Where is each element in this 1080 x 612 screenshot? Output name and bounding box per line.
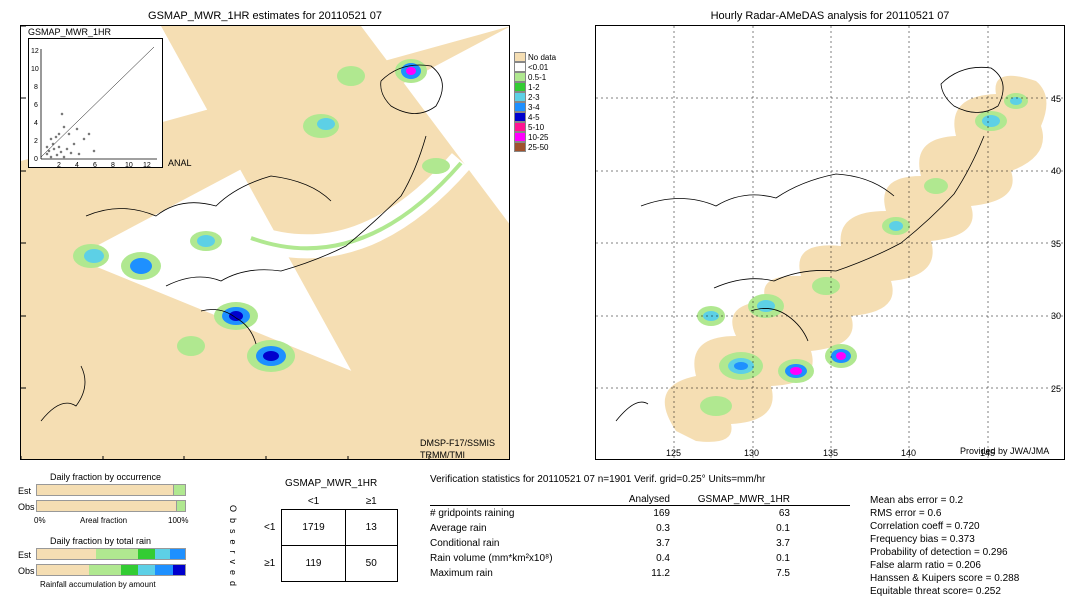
verif-row: Conditional rain3.73.7 bbox=[430, 536, 850, 551]
left-footer1: DMSP-F17/SSMIS bbox=[420, 438, 495, 448]
verif-score: Mean abs error = 0.2 bbox=[870, 494, 1019, 507]
verif-score: Probability of detection = 0.296 bbox=[870, 546, 1019, 559]
svg-text:12: 12 bbox=[31, 48, 39, 55]
svg-text:6: 6 bbox=[34, 102, 38, 109]
cont-side: Observed bbox=[228, 505, 237, 592]
bar-est1: Est bbox=[18, 486, 31, 496]
cont-c10: 119 bbox=[282, 546, 345, 582]
legend-item: 0.5-1 bbox=[514, 72, 572, 82]
legend-item: 1-2 bbox=[514, 82, 572, 92]
contingency-table: <1≥1 <1171913 ≥111950 bbox=[258, 494, 398, 582]
right-map-title: Hourly Radar-AMeDAS analysis for 2011052… bbox=[595, 10, 1065, 22]
inset-title: GSMAP_MWR_1HR bbox=[28, 27, 111, 37]
bars-title1: Daily fraction by occurrence bbox=[50, 472, 161, 482]
svg-text:10: 10 bbox=[125, 162, 133, 169]
occ-obs-bar bbox=[36, 500, 186, 512]
verif-row: Maximum rain11.27.5 bbox=[430, 566, 850, 581]
occ-est-bar bbox=[36, 484, 186, 496]
cont-col0: <1 bbox=[282, 494, 345, 510]
bar-obs2: Obs bbox=[18, 566, 35, 576]
bar-axis-label: Areal fraction bbox=[80, 516, 127, 525]
legend-item: 5-10 bbox=[514, 122, 572, 132]
svg-text:2: 2 bbox=[34, 138, 38, 145]
verif-col1: GSMAP_MWR_1HR bbox=[670, 494, 790, 505]
svg-text:135: 135 bbox=[823, 448, 838, 458]
inset-scatter: 12 10 8 6 4 2 0 2 4 6 8 10 12 bbox=[28, 38, 163, 168]
verif-row: # gridpoints raining16963 bbox=[430, 506, 850, 521]
verif-score: Frequency bias = 0.373 bbox=[870, 533, 1019, 546]
bar-est2: Est bbox=[18, 550, 31, 560]
bar-axis-0: 0% bbox=[34, 516, 46, 525]
svg-text:4: 4 bbox=[34, 120, 38, 127]
right-footer: Provided by JWA/JMA bbox=[960, 446, 1049, 456]
cont-c01: 13 bbox=[345, 510, 397, 546]
tot-est-bar bbox=[36, 548, 186, 560]
verif-table: Analysed GSMAP_MWR_1HR # gridpoints rain… bbox=[430, 494, 850, 581]
bars-title2: Daily fraction by total rain bbox=[50, 536, 151, 546]
legend-item: 10-25 bbox=[514, 132, 572, 142]
svg-text:40: 40 bbox=[1051, 166, 1061, 176]
legend-item: 25-50 bbox=[514, 142, 572, 152]
cont-row1: ≥1 bbox=[258, 546, 282, 582]
svg-text:25: 25 bbox=[1051, 384, 1061, 394]
svg-text:45: 45 bbox=[1051, 94, 1061, 104]
svg-text:6: 6 bbox=[93, 162, 97, 169]
verif-col0: Analysed bbox=[600, 494, 670, 505]
svg-text:125: 125 bbox=[666, 448, 681, 458]
bar-obs1: Obs bbox=[18, 502, 35, 512]
svg-text:12: 12 bbox=[143, 162, 151, 169]
verif-score: Hanssen & Kuipers score = 0.288 bbox=[870, 572, 1019, 585]
verif-score: RMS error = 0.6 bbox=[870, 507, 1019, 520]
svg-text:2: 2 bbox=[57, 162, 61, 169]
svg-text:0: 0 bbox=[34, 156, 38, 163]
cont-row0: <1 bbox=[258, 510, 282, 546]
svg-text:4: 4 bbox=[75, 162, 79, 169]
left-footer2: TRMM/TMI bbox=[420, 450, 465, 460]
inset-xlabel: ANAL bbox=[168, 158, 192, 168]
svg-text:8: 8 bbox=[34, 84, 38, 91]
svg-text:140: 140 bbox=[901, 448, 916, 458]
verif-scores: Mean abs error = 0.2RMS error = 0.6Corre… bbox=[870, 494, 1019, 598]
svg-text:10: 10 bbox=[31, 66, 39, 73]
verif-row: Average rain0.30.1 bbox=[430, 521, 850, 536]
legend-item: No data bbox=[514, 52, 572, 62]
cont-c00: 1719 bbox=[282, 510, 345, 546]
bars-title3: Rainfall accumulation by amount bbox=[40, 580, 156, 589]
left-map-title: GSMAP_MWR_1HR estimates for 20110521 07 bbox=[20, 10, 510, 22]
verif-header: Verification statistics for 20110521 07 … bbox=[430, 474, 765, 485]
verif-score: False alarm ratio = 0.206 bbox=[870, 559, 1019, 572]
colorbar-legend: No data<0.010.5-11-22-33-44-55-1010-2525… bbox=[514, 52, 572, 152]
legend-item: 4-5 bbox=[514, 112, 572, 122]
bar-axis-100: 100% bbox=[168, 516, 188, 525]
cont-col1: ≥1 bbox=[345, 494, 397, 510]
right-map: 125130135140145 2530354045 bbox=[595, 25, 1065, 460]
tot-obs-bar bbox=[36, 564, 186, 576]
svg-text:30: 30 bbox=[1051, 311, 1061, 321]
cont-c11: 50 bbox=[345, 546, 397, 582]
legend-item: <0.01 bbox=[514, 62, 572, 72]
verif-row: Rain volume (mm*km²x10⁸)0.40.1 bbox=[430, 551, 850, 566]
legend-item: 2-3 bbox=[514, 92, 572, 102]
verif-score: Equitable threat score= 0.252 bbox=[870, 585, 1019, 598]
svg-text:35: 35 bbox=[1051, 239, 1061, 249]
cont-title: GSMAP_MWR_1HR bbox=[285, 478, 377, 489]
verif-score: Correlation coeff = 0.720 bbox=[870, 520, 1019, 533]
legend-item: 3-4 bbox=[514, 102, 572, 112]
svg-text:130: 130 bbox=[744, 448, 759, 458]
svg-text:8: 8 bbox=[111, 162, 115, 169]
